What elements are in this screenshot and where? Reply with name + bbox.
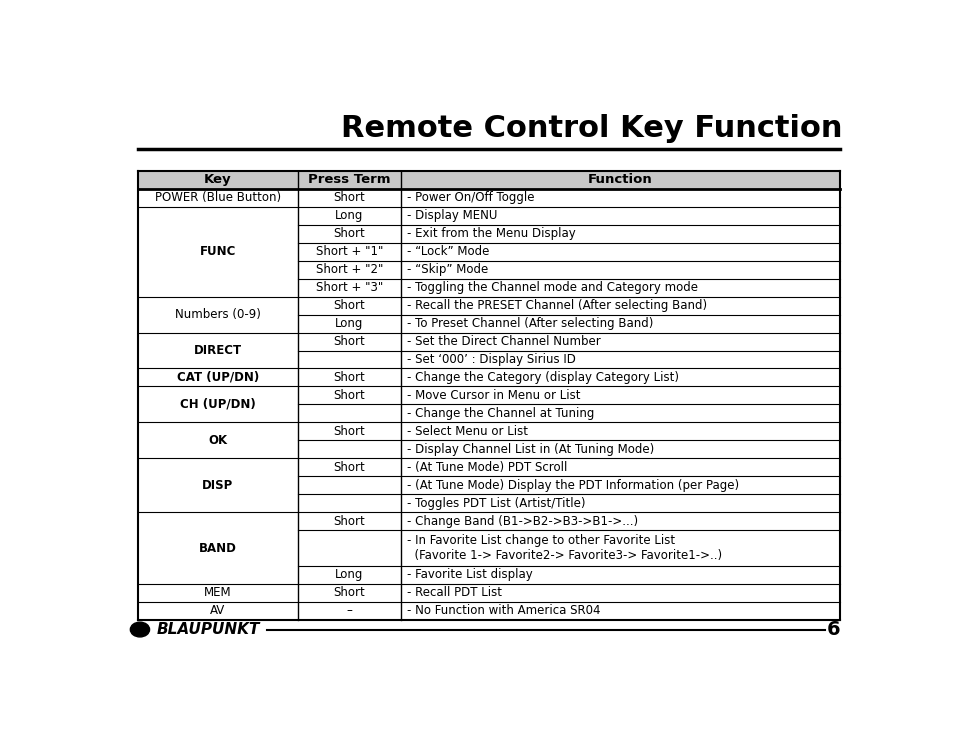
Text: Short + "2": Short + "2": [315, 263, 383, 276]
Text: - (At Tune Mode) PDT Scroll: - (At Tune Mode) PDT Scroll: [407, 461, 567, 474]
Text: FUNC: FUNC: [199, 245, 235, 258]
Text: - Favorite List display: - Favorite List display: [407, 568, 532, 582]
Text: - No Function with America SR04: - No Function with America SR04: [407, 604, 599, 618]
Bar: [137, 458, 840, 476]
Bar: [137, 512, 840, 530]
Bar: [137, 297, 840, 314]
Text: DISP: DISP: [202, 479, 233, 492]
Bar: [137, 584, 840, 602]
Text: Remote Control Key Function: Remote Control Key Function: [340, 114, 841, 143]
Text: - “Lock” Mode: - “Lock” Mode: [407, 245, 489, 258]
Text: - “Skip” Mode: - “Skip” Mode: [407, 263, 488, 276]
Bar: [137, 494, 840, 512]
Text: Short: Short: [334, 389, 365, 402]
Text: - Move Cursor in Menu or List: - Move Cursor in Menu or List: [407, 389, 580, 402]
Text: Short: Short: [334, 335, 365, 348]
Text: CH (UP/DN): CH (UP/DN): [180, 398, 255, 411]
Text: Key: Key: [204, 173, 232, 187]
Text: - Change the Category (display Category List): - Change the Category (display Category …: [407, 371, 679, 384]
Text: - Select Menu or List: - Select Menu or List: [407, 425, 528, 438]
Text: Short: Short: [334, 299, 365, 312]
Text: Short + "3": Short + "3": [315, 281, 383, 294]
Bar: [137, 602, 840, 620]
Text: - To Preset Channel (After selecting Band): - To Preset Channel (After selecting Ban…: [407, 317, 653, 330]
Circle shape: [131, 622, 150, 637]
Text: - Toggling the Channel mode and Category mode: - Toggling the Channel mode and Category…: [407, 281, 698, 294]
Text: - Exit from the Menu Display: - Exit from the Menu Display: [407, 227, 576, 241]
Text: - Set the Direct Channel Number: - Set the Direct Channel Number: [407, 335, 600, 348]
Text: - Display MENU: - Display MENU: [407, 210, 497, 222]
Text: Short: Short: [334, 425, 365, 438]
Text: - Recall the PRESET Channel (After selecting Band): - Recall the PRESET Channel (After selec…: [407, 299, 706, 312]
Bar: [137, 279, 840, 297]
Bar: [137, 225, 840, 243]
Text: - (At Tune Mode) Display the PDT Information (per Page): - (At Tune Mode) Display the PDT Informa…: [407, 479, 739, 492]
Text: - Power On/Off Toggle: - Power On/Off Toggle: [407, 191, 534, 204]
Text: Long: Long: [335, 317, 363, 330]
Bar: [137, 566, 840, 584]
Bar: [137, 171, 840, 189]
Text: Short: Short: [334, 227, 365, 241]
Text: - Change the Channel at Tuning: - Change the Channel at Tuning: [407, 407, 594, 420]
Text: DIRECT: DIRECT: [193, 344, 242, 357]
Text: - Recall PDT List: - Recall PDT List: [407, 587, 501, 599]
Text: Short: Short: [334, 461, 365, 474]
Text: Short: Short: [334, 587, 365, 599]
Text: - Toggles PDT List (Artist/Title): - Toggles PDT List (Artist/Title): [407, 497, 585, 510]
Text: Numbers (0-9): Numbers (0-9): [174, 308, 260, 321]
Text: Long: Long: [335, 568, 363, 582]
Text: Function: Function: [588, 173, 652, 187]
Text: BAND: BAND: [198, 542, 236, 554]
Text: POWER (Blue Button): POWER (Blue Button): [154, 191, 280, 204]
Text: Press Term: Press Term: [308, 173, 391, 187]
Text: - Set ‘000’ : Display Sirius ID: - Set ‘000’ : Display Sirius ID: [407, 353, 576, 366]
Text: - Change Band (B1->B2->B3->B1->...): - Change Band (B1->B2->B3->B1->...): [407, 514, 638, 528]
Text: Short: Short: [334, 371, 365, 384]
Text: CAT (UP/DN): CAT (UP/DN): [176, 371, 258, 384]
Text: Long: Long: [335, 210, 363, 222]
Text: Short: Short: [334, 514, 365, 528]
Text: Short: Short: [334, 191, 365, 204]
Bar: [137, 441, 840, 458]
Text: 6: 6: [825, 620, 840, 639]
Bar: [137, 314, 840, 333]
Text: - Display Channel List in (At Tuning Mode): - Display Channel List in (At Tuning Mod…: [407, 443, 654, 456]
Bar: [137, 351, 840, 368]
Text: MEM: MEM: [204, 587, 232, 599]
Bar: [137, 387, 840, 404]
Bar: [137, 189, 840, 207]
Bar: [137, 243, 840, 261]
Text: AV: AV: [210, 604, 225, 618]
Bar: [137, 404, 840, 422]
Bar: [137, 207, 840, 225]
Text: –: –: [346, 604, 352, 618]
Text: Short + "1": Short + "1": [315, 245, 383, 258]
Text: - In Favorite List change to other Favorite List
  (Favorite 1-> Favorite2-> Fav: - In Favorite List change to other Favor…: [407, 534, 721, 562]
Bar: [137, 368, 840, 387]
Text: BLAUPUNKT: BLAUPUNKT: [156, 622, 259, 637]
Bar: [137, 333, 840, 351]
Bar: [137, 261, 840, 279]
Bar: [137, 422, 840, 441]
Bar: [137, 530, 840, 566]
Bar: [137, 476, 840, 494]
Text: OK: OK: [208, 434, 227, 446]
